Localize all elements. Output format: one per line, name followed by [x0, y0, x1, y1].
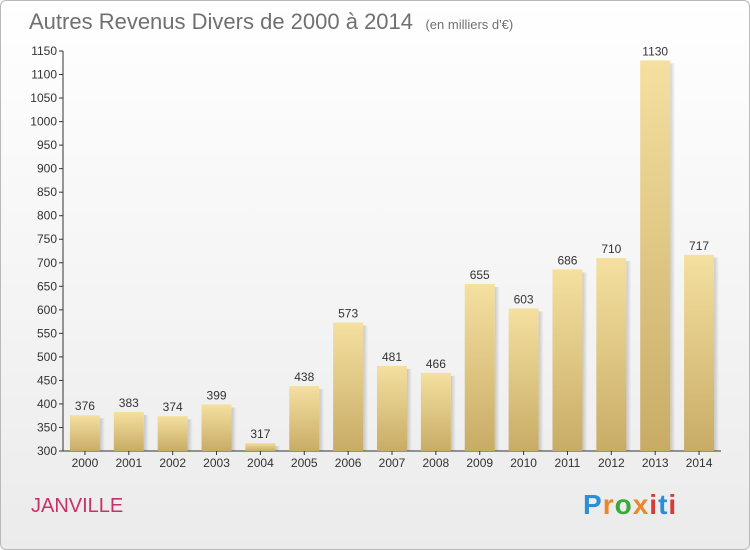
data-label: 1130: [642, 44, 668, 58]
x-tick-label: 2000: [72, 456, 99, 470]
data-label: 655: [470, 268, 490, 282]
bar: [684, 254, 715, 451]
data-label: 374: [163, 400, 183, 414]
y-tick-label: 900: [37, 162, 57, 176]
bar-shadow: [143, 414, 149, 451]
chart-title-block: Autres Revenus Divers de 2000 à 2014 (en…: [29, 9, 513, 35]
data-label: 399: [207, 388, 227, 402]
bar-shadow: [450, 375, 456, 451]
data-label: 383: [119, 396, 139, 410]
y-tick-label: 1000: [30, 115, 57, 129]
data-label: 573: [338, 307, 358, 321]
x-tick-label: 2007: [379, 456, 406, 470]
logo-letter: o: [614, 489, 633, 520]
bar-shadow: [494, 286, 500, 451]
proxiti-logo: Proxiti: [583, 489, 677, 521]
y-tick-label: 950: [37, 138, 57, 152]
bar: [377, 365, 407, 451]
bar: [201, 404, 232, 451]
y-tick-label: 650: [37, 279, 57, 293]
data-label: 376: [75, 399, 95, 413]
x-tick-label: 2002: [159, 456, 186, 470]
logo-letter: t: [658, 489, 669, 520]
bar: [464, 283, 495, 451]
bars: [69, 60, 720, 451]
y-tick-label: 300: [37, 444, 57, 458]
logo-letter: x: [632, 489, 650, 520]
data-label: 317: [250, 427, 270, 441]
bar: [420, 372, 451, 451]
data-label: 686: [557, 253, 577, 267]
x-tick-label: 2001: [115, 456, 142, 470]
bar: [640, 60, 671, 451]
bar-shadow: [582, 272, 588, 451]
x-tick-label: 2008: [423, 456, 450, 470]
data-label: 466: [426, 357, 446, 371]
x-tick-label: 2013: [642, 456, 669, 470]
bar-shadow: [275, 446, 281, 451]
y-tick-label: 850: [37, 185, 57, 199]
bar: [113, 411, 144, 451]
bar-shadow: [626, 261, 632, 451]
y-tick-label: 800: [37, 209, 57, 223]
chart-title: Autres Revenus Divers de 2000 à 2014: [29, 9, 414, 34]
logo-letter: r: [602, 489, 615, 520]
y-tick-label: 500: [37, 350, 57, 364]
logo-letter: i: [668, 489, 678, 520]
logo-letter: i: [649, 489, 659, 520]
y-tick-label: 400: [37, 397, 57, 411]
data-label: 438: [294, 370, 314, 384]
town-name: JANVILLE: [31, 495, 124, 517]
x-tick-label: 2006: [335, 456, 362, 470]
bar-shadow: [363, 325, 369, 451]
y-tick-label: 550: [37, 326, 57, 340]
bar-shadow: [187, 419, 193, 451]
y-tick-label: 600: [37, 303, 57, 317]
y-tick-label: 1100: [31, 68, 57, 82]
chart-subtitle: (en milliers d'€): [425, 17, 514, 32]
bar-shadow: [319, 389, 325, 451]
data-labels: 376 383 374 399 317 438 573 481 466 655 603 686 710 1…: [75, 44, 709, 441]
bar-shadow: [407, 368, 412, 451]
axes: 300 350 400 450 500 550 600 650 700 750 800 850 900 9…: [30, 44, 721, 470]
x-tick-label: 2012: [598, 456, 625, 470]
y-tick-label: 350: [37, 420, 57, 434]
data-label: 717: [689, 239, 709, 253]
bar: [508, 308, 539, 451]
bar: [69, 415, 100, 451]
y-tick-label: 750: [37, 232, 57, 246]
bar: [245, 443, 276, 451]
bar-shadow: [538, 311, 544, 451]
x-tick-label: 2011: [555, 456, 581, 470]
bar: [157, 416, 188, 451]
data-label: 603: [514, 292, 534, 306]
bar: [596, 258, 627, 451]
bar-shadow: [99, 418, 105, 451]
logo-letter: P: [583, 489, 603, 520]
x-tick-label: 2005: [291, 456, 318, 470]
y-tick-label: 1150: [31, 44, 57, 58]
bar-shadow: [714, 257, 720, 451]
y-tick-label: 450: [37, 373, 57, 387]
x-tick-label: 2009: [466, 456, 493, 470]
x-tick-label: 2004: [247, 456, 274, 470]
x-tick-label: 2003: [203, 456, 230, 470]
data-label: 710: [601, 242, 621, 256]
x-tick-label: 2010: [510, 456, 537, 470]
bar-shadow: [670, 63, 676, 451]
bar-shadow: [231, 407, 237, 451]
x-tick-label: 2014: [686, 456, 713, 470]
bar: [552, 269, 583, 451]
y-tick-label: 700: [37, 256, 57, 270]
bar: [289, 386, 320, 451]
y-tick-label: 1050: [30, 91, 57, 105]
data-label: 481: [382, 350, 402, 364]
bar: [333, 322, 364, 451]
